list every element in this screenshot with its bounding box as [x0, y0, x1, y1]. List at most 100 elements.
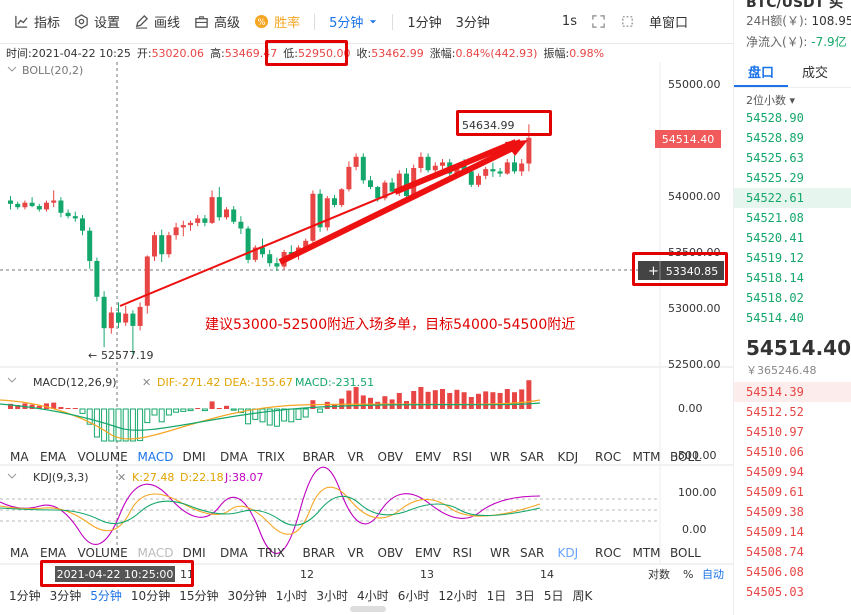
- indicator-tab-vr[interactable]: VR: [348, 450, 365, 464]
- bid-price[interactable]: 54509.94: [746, 465, 804, 479]
- bid-price[interactable]: 54509.14: [746, 525, 804, 539]
- indicator-tab-roc[interactable]: ROC: [595, 450, 621, 464]
- tab-trades[interactable]: 成交: [802, 66, 829, 81]
- interval-option[interactable]: 10分钟: [130, 588, 171, 603]
- indicator-tab-volume[interactable]: VOLUME: [78, 450, 128, 464]
- indicator-tab-mtm[interactable]: MTM: [633, 546, 661, 560]
- indicator-tab-wr[interactable]: WR: [490, 546, 510, 560]
- indicator-tab-dmi[interactable]: DMI: [183, 546, 206, 560]
- indicator-tab-volume[interactable]: VOLUME: [78, 546, 128, 560]
- settings-button[interactable]: 设置: [74, 12, 120, 31]
- bid-price[interactable]: 54514.39: [734, 382, 851, 402]
- interval-option[interactable]: 5日: [543, 588, 564, 603]
- decimals-dropdown[interactable]: 2位小数 ▾: [746, 92, 851, 108]
- fullscreen-button[interactable]: [591, 14, 606, 29]
- single-window-button[interactable]: 单窗口: [649, 12, 688, 31]
- ask-price[interactable]: 54514.40: [746, 311, 804, 325]
- indicator-tab-boll[interactable]: BOLL: [670, 546, 701, 560]
- bid-price[interactable]: 54510.06: [746, 445, 804, 459]
- plus-icon[interactable]: +: [648, 264, 659, 279]
- indicator-tab-rsi[interactable]: RSI: [453, 546, 473, 560]
- indicators-button[interactable]: 指标: [14, 12, 60, 31]
- indicator-tab-ema[interactable]: EMA: [40, 450, 67, 464]
- scroll-handle[interactable]: [350, 606, 386, 612]
- bid-price[interactable]: 54505.03: [746, 585, 804, 599]
- indicator-tab-mtm[interactable]: MTM: [633, 450, 661, 464]
- candlestick-chart[interactable]: 55000.0054500.0054000.0053500.0053000.00…: [0, 62, 733, 582]
- chart-area[interactable]: 55000.0054500.0054000.0053500.0053000.00…: [0, 40, 733, 587]
- indicator-tab-obv[interactable]: OBV: [378, 546, 404, 560]
- interval-option[interactable]: 周K: [572, 588, 593, 603]
- ask-price[interactable]: 54518.02: [746, 291, 804, 305]
- close-kdj-icon[interactable]: ✕: [117, 471, 126, 484]
- indicator-tab-dma[interactable]: DMA: [220, 450, 249, 464]
- indicator-tab-dma[interactable]: DMA: [220, 546, 249, 560]
- ask-price[interactable]: 54518.14: [746, 271, 804, 285]
- close-macd-icon[interactable]: ✕: [142, 376, 151, 389]
- interval-option[interactable]: 3分钟: [49, 588, 82, 603]
- indicator-tab-roc[interactable]: ROC: [595, 546, 621, 560]
- indicator-tab-trix[interactable]: TRIX: [257, 450, 285, 464]
- bid-price[interactable]: 54512.52: [746, 405, 804, 419]
- indicator-tab-ma[interactable]: MA: [10, 546, 29, 560]
- indicator-tab-rsi[interactable]: RSI: [453, 450, 473, 464]
- indicator-tab-emv[interactable]: EMV: [415, 546, 442, 560]
- indicator-tab-sar[interactable]: SAR: [520, 546, 544, 560]
- indicator-tab-ema[interactable]: EMA: [40, 546, 67, 560]
- collapse-chevron-icon[interactable]: [7, 377, 17, 383]
- interval-option[interactable]: 15分钟: [179, 588, 219, 603]
- auto-scale-button[interactable]: 自动: [702, 568, 724, 581]
- interval-option[interactable]: 1分钟: [9, 588, 41, 603]
- interval-1m-button[interactable]: 1分钟: [407, 12, 441, 31]
- collapse-chevron-icon[interactable]: [7, 66, 17, 72]
- ask-price[interactable]: 54520.41: [746, 231, 804, 245]
- indicator-tab-vr[interactable]: VR: [348, 546, 365, 560]
- bid-price[interactable]: 54509.38: [746, 505, 804, 519]
- indicator-tab-emv[interactable]: EMV: [415, 450, 442, 464]
- advanced-button[interactable]: 高级: [194, 12, 240, 31]
- interval-option[interactable]: 5分钟: [90, 588, 122, 603]
- ask-price[interactable]: 54519.12: [746, 251, 804, 265]
- interval-option[interactable]: 30分钟: [227, 588, 267, 603]
- interval-option[interactable]: 3小时: [316, 588, 349, 603]
- interval-option[interactable]: 6小时: [397, 588, 430, 603]
- indicator-tab-kdj[interactable]: KDJ: [558, 450, 579, 464]
- interval-dropdown[interactable]: 5分钟: [329, 12, 378, 31]
- win-rate-button[interactable]: % 胜率: [254, 12, 300, 31]
- indicator-tab-wr[interactable]: WR: [490, 450, 510, 464]
- bid-price[interactable]: 54508.74: [746, 545, 804, 559]
- interval-option[interactable]: 1日: [486, 588, 507, 603]
- indicator-tab-macd[interactable]: MACD: [138, 450, 174, 464]
- indicator-tab-trix[interactable]: TRIX: [257, 546, 285, 560]
- interval-option[interactable]: 3日: [515, 588, 535, 603]
- bid-price[interactable]: 54506.08: [746, 565, 804, 579]
- indicator-tab-brar[interactable]: BRAR: [303, 546, 336, 560]
- tab-order-book[interactable]: 盘口: [734, 62, 789, 87]
- interval-option[interactable]: 1小时: [275, 588, 308, 603]
- ask-price[interactable]: 54528.89: [746, 131, 804, 145]
- screenshot-button[interactable]: [620, 14, 635, 29]
- interval-3m-button[interactable]: 3分钟: [456, 12, 490, 31]
- interval-option[interactable]: 4小时: [357, 588, 389, 603]
- ask-price[interactable]: 54521.08: [746, 211, 804, 225]
- refresh-interval-button[interactable]: 1s: [562, 14, 577, 29]
- bid-price[interactable]: 54510.97: [746, 425, 804, 439]
- bid-price[interactable]: 54509.61: [746, 485, 804, 499]
- indicator-tab-kdj[interactable]: KDJ: [558, 546, 579, 560]
- indicator-tab-boll[interactable]: BOLL: [670, 450, 701, 464]
- ask-price[interactable]: 54525.63: [746, 151, 804, 165]
- indicator-tab-sar[interactable]: SAR: [520, 450, 544, 464]
- indicator-tab-macd[interactable]: MACD: [138, 546, 174, 560]
- indicator-tab-brar[interactable]: BRAR: [303, 450, 336, 464]
- collapse-chevron-icon[interactable]: [7, 473, 17, 479]
- indicator-tab-ma[interactable]: MA: [10, 450, 29, 464]
- draw-button[interactable]: 画线: [134, 12, 180, 31]
- percent-scale-button[interactable]: %: [683, 568, 693, 581]
- ask-price[interactable]: 54525.29: [746, 171, 804, 185]
- ask-price[interactable]: 54528.90: [746, 111, 804, 125]
- indicator-tab-dmi[interactable]: DMI: [183, 450, 206, 464]
- ask-price[interactable]: 54522.61: [734, 188, 851, 208]
- indicator-tab-obv[interactable]: OBV: [378, 450, 404, 464]
- log-scale-button[interactable]: 对数: [648, 567, 670, 581]
- interval-option[interactable]: 12小时: [438, 588, 478, 603]
